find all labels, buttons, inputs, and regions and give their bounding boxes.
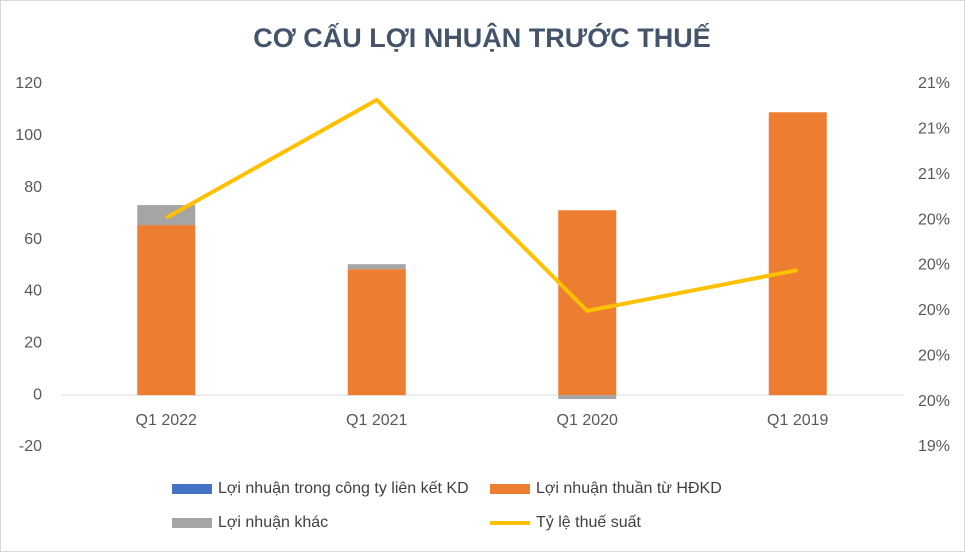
y-tick-label: 120: [15, 75, 42, 92]
bar: [558, 395, 617, 400]
y-tick-label: 100: [15, 127, 42, 144]
y2-tick-label: 20%: [918, 302, 950, 319]
bar: [347, 269, 406, 396]
y2-tick-label: 21%: [918, 121, 950, 138]
legend-label: Tỷ lệ thuế suất: [536, 514, 642, 531]
legend-label: Lợi nhuận trong công ty liên kết KD: [218, 480, 469, 497]
y2-tick-label: 20%: [918, 347, 950, 364]
y-tick-label: 60: [24, 231, 42, 248]
bar: [768, 112, 827, 396]
legend-label: Lợi nhuận thuần từ HĐKD: [536, 480, 722, 497]
bar: [558, 210, 617, 396]
legend-swatch: [172, 484, 212, 494]
y2-tick-label: 20%: [918, 257, 950, 274]
y2-tick-label: 21%: [918, 166, 950, 183]
legend-label: Lợi nhuận khác: [218, 514, 328, 531]
y2-tick-label: 21%: [918, 75, 950, 92]
y2-tick-label: 20%: [918, 393, 950, 410]
y-tick-label: 0: [33, 386, 42, 403]
x-tick-label: Q1 2020: [557, 412, 618, 429]
bar: [137, 225, 196, 396]
legend-swatch: [172, 518, 212, 528]
chart-title: CƠ CẤU LỢI NHUẬN TRƯỚC THUẾ: [253, 22, 710, 53]
x-tick-label: Q1 2021: [346, 412, 407, 429]
line: [165, 97, 799, 313]
y2-tick-label: 19%: [918, 438, 950, 455]
y-tick-label: -20: [19, 438, 42, 455]
y-tick-label: 20: [24, 335, 42, 352]
bar: [347, 264, 406, 270]
legend-swatch: [490, 484, 530, 494]
x-tick-label: Q1 2019: [767, 412, 828, 429]
y-tick-label: 40: [24, 283, 42, 300]
y-tick-label: 80: [24, 179, 42, 196]
y2-tick-label: 20%: [918, 211, 950, 228]
x-tick-label: Q1 2022: [136, 412, 197, 429]
